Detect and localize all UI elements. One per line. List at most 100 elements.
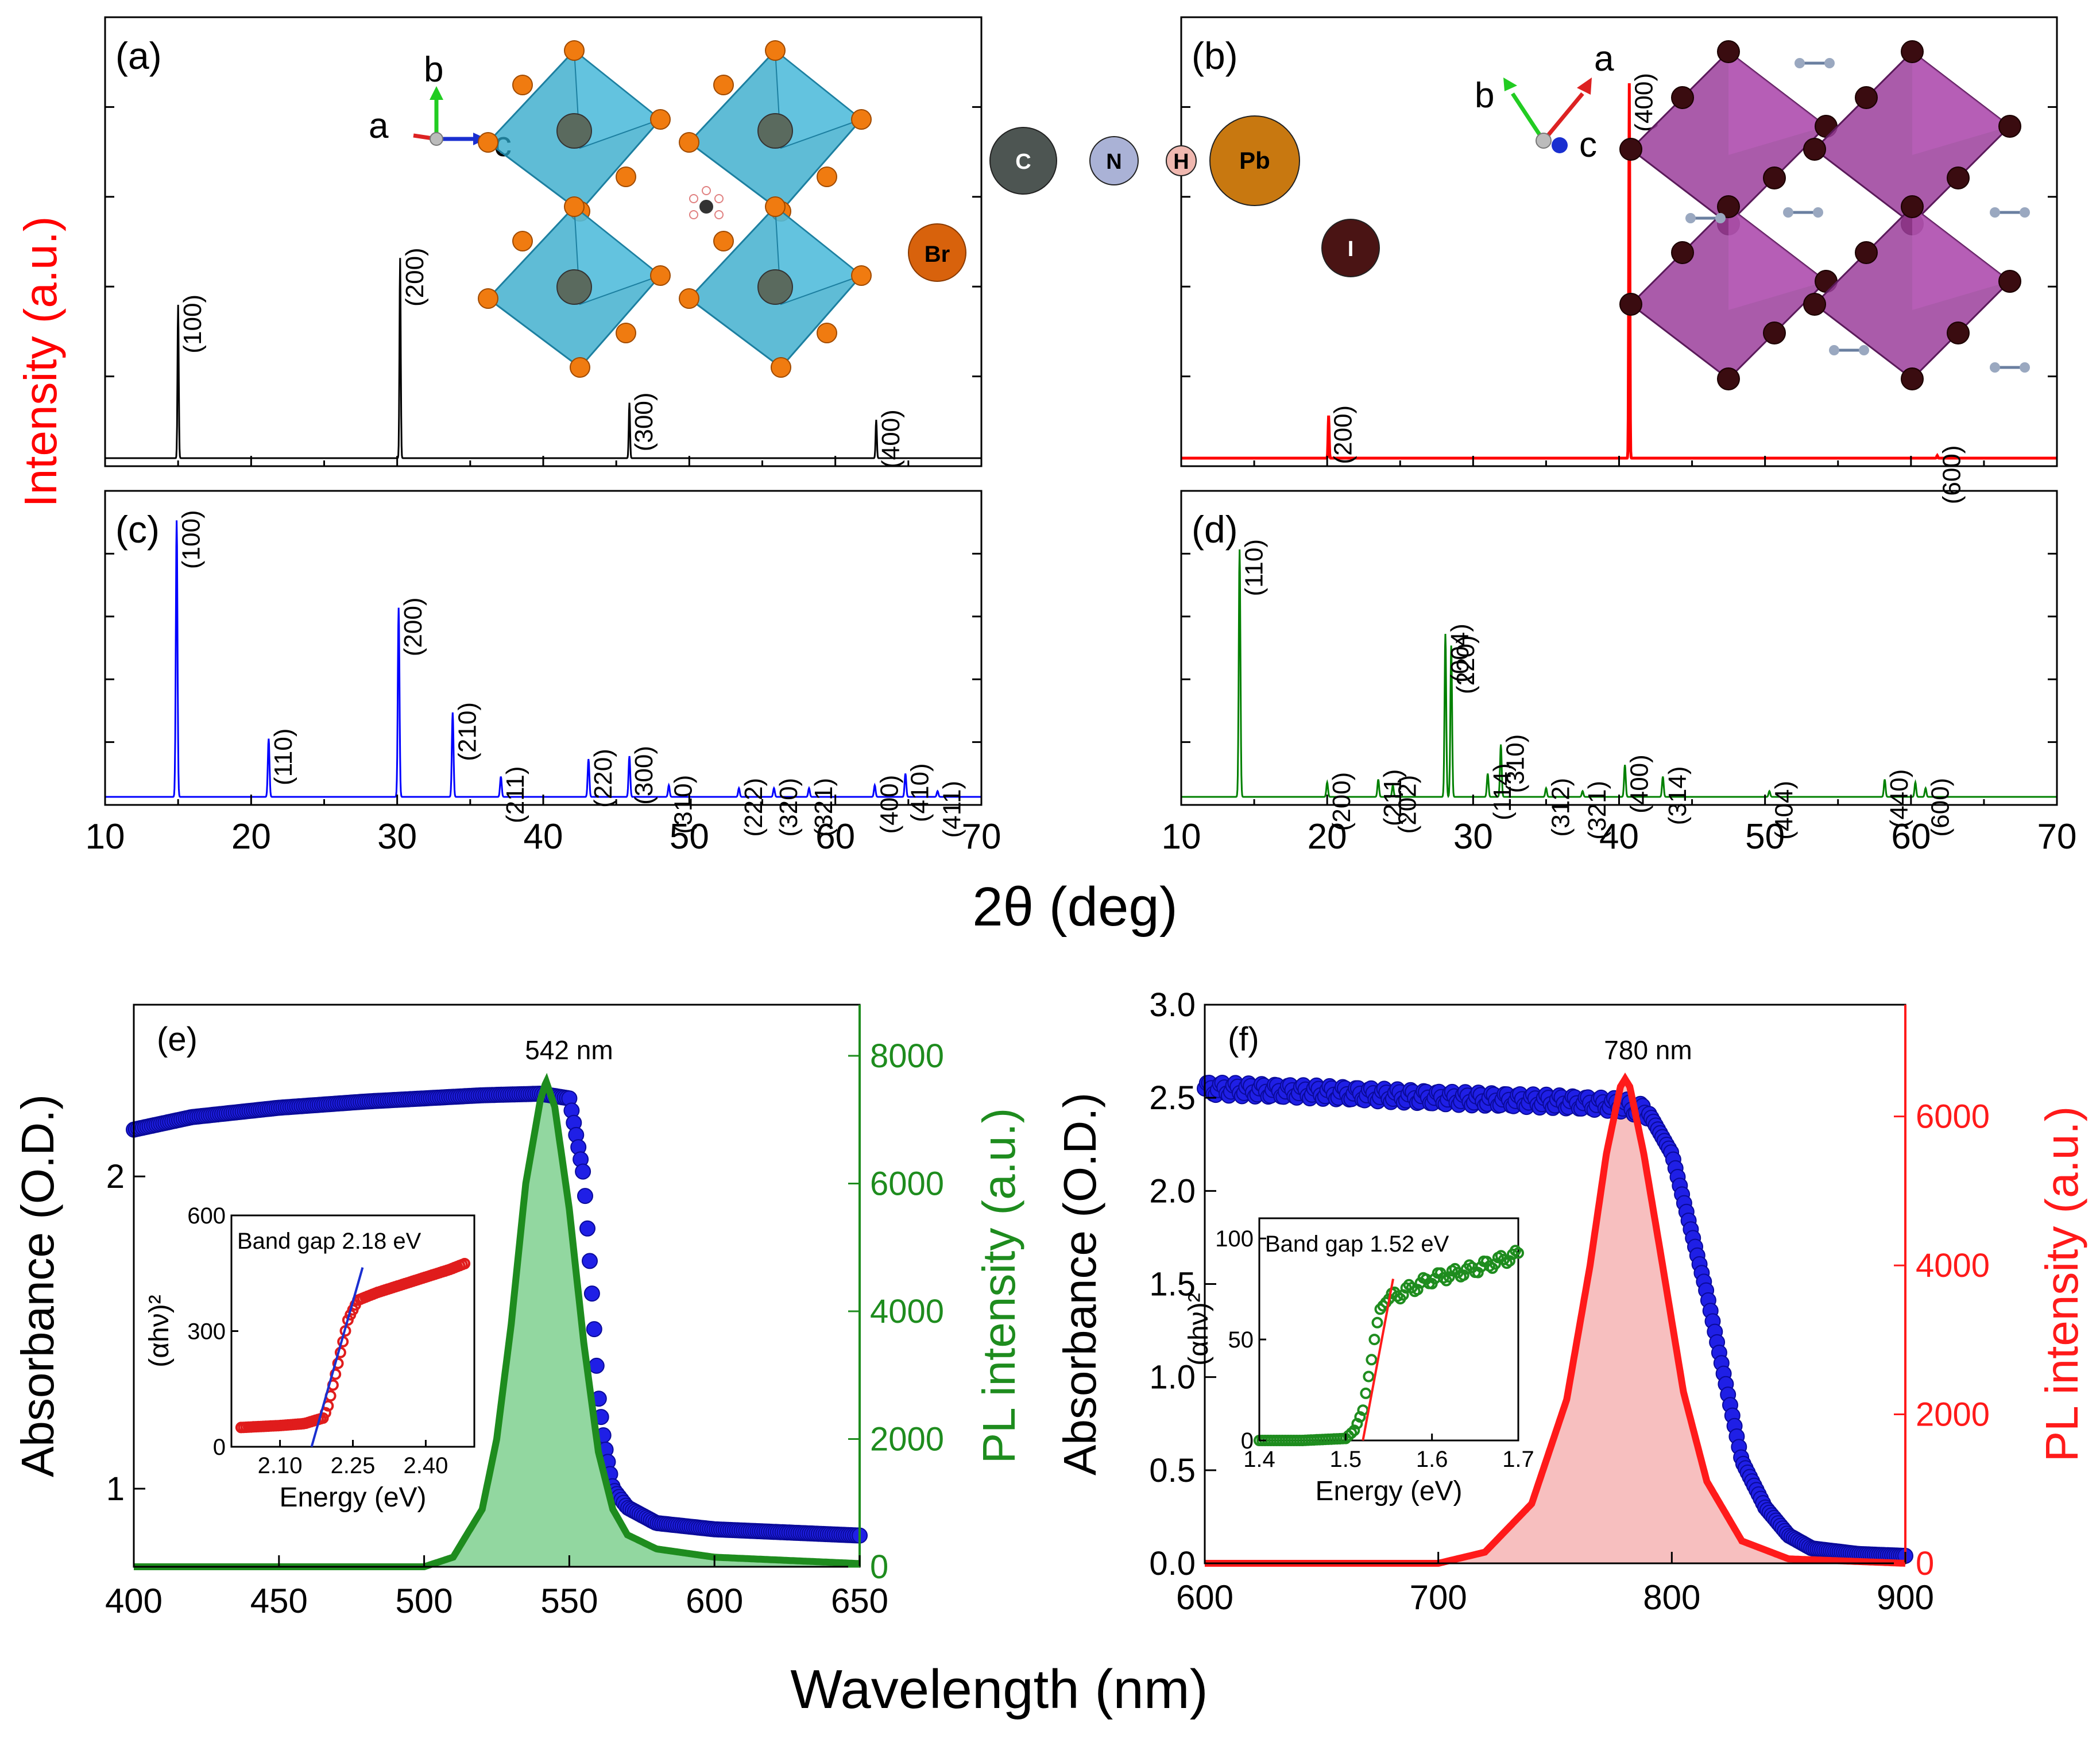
h-atom — [689, 194, 698, 203]
x-tick-label: 60 — [815, 817, 855, 857]
i-atom — [1803, 293, 1826, 316]
x-tick-label: 40 — [1599, 817, 1639, 857]
br-legend-ball — [908, 223, 966, 282]
ma-atom — [2020, 362, 2030, 373]
panel-letter: (c) — [115, 508, 160, 551]
x-tick-label: 50 — [1745, 817, 1785, 857]
absorbance-point — [579, 1220, 595, 1237]
peak-label: (300) — [630, 393, 658, 452]
axis-a-arrow — [1542, 92, 1584, 142]
inset-fit-line — [310, 1267, 364, 1447]
i-atom — [1619, 138, 1642, 161]
inset-x-tick-label: 1.6 — [1416, 1447, 1448, 1472]
i-atom — [1763, 322, 1786, 344]
peak-label: (321) — [1583, 781, 1611, 840]
inset-x-tick-label: 1.4 — [1243, 1447, 1275, 1472]
x-tick-label: 10 — [86, 817, 125, 857]
peak-label: (314) — [1664, 766, 1692, 826]
h-atom — [714, 210, 724, 219]
peak-label: (220) — [1452, 635, 1480, 694]
absorbance-point — [588, 1357, 605, 1374]
inset-y-tick-label: 0 — [1241, 1428, 1254, 1454]
bandgap-label: Band gap 2.18 eV — [237, 1229, 421, 1254]
pb-atom — [556, 269, 592, 305]
y-tick-label: 2 — [106, 1158, 125, 1195]
x-tick-label: 500 — [396, 1582, 453, 1620]
br-atom — [679, 288, 699, 309]
axis-letter: a — [369, 106, 389, 146]
peak-label: (114) — [1488, 763, 1517, 820]
br-atom — [851, 265, 872, 286]
pb-atom — [556, 113, 592, 149]
ma-atom — [1990, 362, 2000, 373]
i-atom — [1947, 166, 1970, 189]
peak-label: (312) — [1546, 778, 1575, 837]
peak-label: (600) — [1938, 446, 1966, 505]
peak-label: (200) — [1328, 772, 1356, 831]
pl-fill — [1205, 1079, 1905, 1563]
inset-y-label: (αhν)² — [1184, 1293, 1214, 1365]
inset-point — [459, 1258, 471, 1269]
x-tick-label: 600 — [686, 1582, 743, 1620]
br-atom — [765, 196, 786, 217]
xrd-trace-c — [105, 520, 981, 798]
i-atom — [1855, 241, 1878, 264]
inset-point — [330, 1368, 342, 1380]
i-atom — [1717, 40, 1740, 63]
br-atom — [478, 132, 498, 153]
i-atom — [1901, 195, 1924, 218]
x-tick-label: 20 — [1308, 817, 1347, 857]
inset-x-tick-label: 2.10 — [258, 1453, 303, 1478]
peak-label: (404) — [1770, 781, 1798, 840]
x-tick-label: 700 — [1410, 1578, 1467, 1617]
xrd-panel-c: (100) (110) (200) (210) (211) (220) (300) (310)… — [86, 490, 1001, 857]
octahedron-face — [573, 49, 662, 149]
x-tick-label: 30 — [377, 817, 417, 857]
br-atom — [771, 357, 791, 378]
peak-label: (110) — [269, 729, 297, 785]
peak-label: (400) — [877, 409, 905, 468]
br-atom — [679, 132, 699, 153]
optical-panel-f: 600 700 800 900 0.0 0.5 1.0 1.5 2.0 2.5 3.0 0 2000 40… — [1054, 986, 2087, 1617]
structure-a: abcBr — [369, 40, 966, 378]
atom-legend-ball — [989, 127, 1057, 195]
panel-letter: (a) — [115, 34, 162, 77]
y-label-left: Absorbance (O.D.) — [12, 1094, 63, 1477]
xrd-panel-a: (100) (200) (300) (400) (a) — [104, 16, 983, 468]
y-right-tick-label: 0 — [870, 1548, 888, 1586]
x-tick-label: 60 — [1891, 817, 1931, 857]
br-atom — [570, 357, 590, 378]
peak-label: (210) — [453, 702, 481, 761]
peak-label: (300) — [630, 746, 658, 805]
inset-frame — [1258, 1217, 1519, 1442]
y-tick-label: 1.5 — [1149, 1266, 1196, 1303]
i-atom — [1998, 115, 2021, 138]
atom-legend-ball — [1321, 219, 1380, 277]
peak-label: (200) — [401, 247, 429, 307]
inset-x-tick-label: 1.5 — [1330, 1447, 1362, 1472]
atom-label: H — [1173, 150, 1189, 174]
x-tick-label: 70 — [962, 817, 1001, 857]
octahedron-face — [774, 49, 863, 149]
xrd-x-label: 2θ (deg) — [972, 876, 1178, 938]
peak-label: (222) — [740, 778, 768, 837]
x-tick-label: 600 — [1176, 1578, 1233, 1617]
axis-origin — [1536, 133, 1552, 149]
peak-label: (411) — [938, 781, 966, 838]
y-tick-label: 1 — [106, 1470, 125, 1508]
inset-fit-line — [1362, 1279, 1394, 1441]
inset-y-tick-label: 300 — [187, 1319, 226, 1345]
inset-y-tick-label: 100 — [1215, 1226, 1254, 1252]
peak-label: (400) — [1626, 754, 1654, 814]
ma-atom — [1813, 207, 1823, 218]
pb-atom — [757, 113, 793, 149]
i-atom — [1998, 270, 2021, 293]
axis-c-arrow — [1552, 137, 1568, 153]
i-atom — [1671, 86, 1694, 109]
inset-point — [1345, 1427, 1358, 1439]
br-atom — [713, 75, 734, 95]
peak-label: (400) — [875, 775, 903, 834]
axis-b-arrow — [1511, 92, 1545, 142]
shared-y-label: Intensity (a.u.) — [15, 216, 66, 508]
octahedron-face — [1912, 207, 2010, 310]
